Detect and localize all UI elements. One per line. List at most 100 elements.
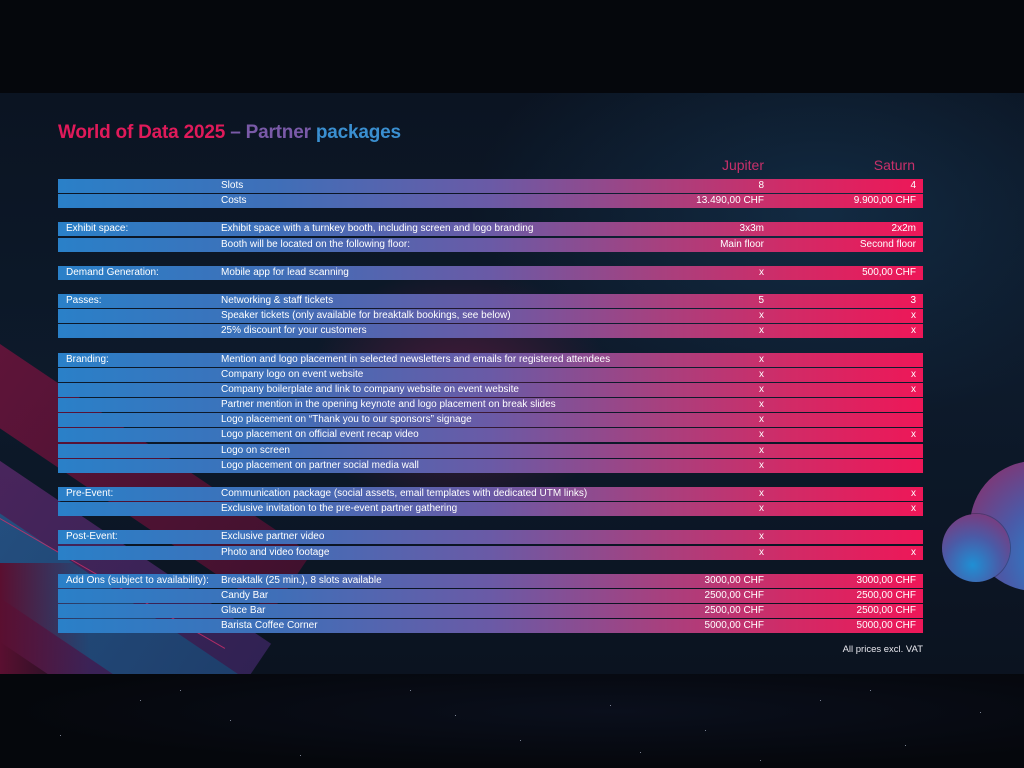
group-spacer [58,474,923,487]
description-cell: 25% discount for your customers [221,325,367,337]
description-cell: Photo and video footage [221,546,330,558]
table-row: 25% discount for your customers x x [58,324,923,339]
jupiter-value-cell: x [759,444,764,456]
description-cell: Exclusive invitation to the pre-event pa… [221,503,458,515]
table-row: Photo and video footage x x [58,545,923,560]
table-row: Logo placement on partner social media w… [58,458,923,473]
table-row: Costs 13.490,00 CHF 9.900,00 CHF [58,194,923,209]
star-decoration [455,715,456,716]
star-decoration [60,735,61,736]
table-row: Barista Coffee Corner 5000,00 CHF 5000,00 … [58,619,923,634]
saturn-value-cell: 9.900,00 CHF [853,195,916,207]
description-cell: Partner mention in the opening keynote a… [221,399,556,411]
star-decoration [140,700,141,701]
jupiter-value-cell: x [759,399,764,411]
table-row: Glace Bar 2500,00 CHF 2500,00 CHF [58,604,923,619]
saturn-value-cell: 3 [910,294,916,306]
star-decoration [870,690,871,691]
group-spacer [58,281,923,294]
jupiter-value-cell: x [759,531,764,543]
jupiter-value-cell: x [759,310,764,322]
jupiter-value-cell: x [759,383,764,395]
table-row: Slots 8 4 [58,179,923,193]
table-row: Candy Bar 2500,00 CHF 2500,00 CHF [58,588,923,603]
jupiter-value-cell: x [759,459,764,471]
saturn-value-cell: x [911,488,916,499]
category-cell: Demand Generation: [66,266,159,278]
star-decoration [300,755,301,756]
group-spacer [58,517,923,530]
saturn-value-cell: x [911,383,916,395]
description-cell: Mobile app for lead scanning [221,266,349,278]
jupiter-value-cell: 5000,00 CHF [704,620,764,632]
description-cell: Barista Coffee Corner [221,620,318,632]
star-decoration [820,700,821,701]
jupiter-value-cell: x [759,266,764,278]
jupiter-value-cell: 13.490,00 CHF [696,195,764,207]
table-row: Booth will be located on the following f… [58,237,923,252]
table-row: Exhibit space: Exhibit space with a turnk… [58,222,923,237]
jupiter-value-cell: Main floor [720,238,764,250]
description-cell: Exclusive partner video [221,531,325,543]
jupiter-value-cell: x [759,546,764,558]
saturn-value-cell: x [911,503,916,515]
table-row: Company boilerplate and link to company … [58,382,923,397]
description-cell: Costs [221,195,247,207]
group-spacer [58,561,923,574]
star-decoration [760,760,761,761]
saturn-value-cell: x [911,325,916,337]
title-packages: packages [310,122,401,143]
table-row: Branding: Mention and logo placement in s… [58,352,923,367]
description-cell: Mention and logo placement in selected n… [221,353,611,365]
category-cell: Branding: [66,353,109,365]
description-cell: Glace Bar [221,605,266,617]
saturn-value-cell: 2x2m [891,223,916,235]
description-cell: Company boilerplate and link to company … [221,383,519,395]
description-cell: Logo placement on official event recap v… [221,429,419,441]
jupiter-value-cell: x [759,429,764,441]
description-cell: Logo placement on “Thank you to our spon… [221,414,472,426]
jupiter-value-cell: x [759,353,764,365]
category-cell: Post-Event: [66,531,118,543]
description-cell: Networking & staff tickets [221,294,334,306]
category-cell: Pre-Event: [66,488,114,499]
title-event-name: World of Data 2025 [58,122,226,143]
star-decoration [180,690,181,691]
page-title: World of Data 2025 – Partner packages [58,122,401,144]
saturn-value-cell: 500,00 CHF [862,266,916,278]
planet-small-icon [942,514,1010,582]
description-cell: Communication package (social assets, em… [221,488,588,499]
saturn-value-cell: 3000,00 CHF [856,574,916,586]
saturn-value-cell: x [911,429,916,441]
table-row: Logo placement on official event recap v… [58,428,923,443]
table-row: Logo on screen x [58,443,923,458]
slide: World of Data 2025 – Partner packages Ju… [0,93,1024,674]
group-spacer [58,340,923,353]
table-row: Speaker tickets (only available for brea… [58,309,923,324]
star-decoration [610,705,611,706]
column-header-jupiter: Jupiter [721,157,764,173]
jupiter-value-cell: x [759,368,764,380]
saturn-value-cell: 5000,00 CHF [856,620,916,632]
jupiter-value-cell: x [759,414,764,426]
star-decoration [905,745,906,746]
table-row: Exclusive invitation to the pre-event pa… [58,502,923,517]
jupiter-value-cell: 2500,00 CHF [704,605,764,617]
saturn-value-cell: Second floor [859,238,916,250]
saturn-value-cell: x [911,546,916,558]
star-decoration [640,752,641,753]
letterbox-top [0,0,1024,93]
saturn-value-cell: x [911,368,916,380]
jupiter-value-cell: x [759,503,764,515]
table-row: Passes: Networking & staff tickets 5 3 [58,293,923,308]
saturn-value-cell: 2500,00 CHF [856,605,916,617]
jupiter-value-cell: 3x3m [739,223,764,235]
saturn-value-cell: x [911,310,916,322]
jupiter-value-cell: 2500,00 CHF [704,589,764,601]
description-cell: Booth will be located on the following f… [221,238,411,250]
category-cell: Exhibit space: [66,223,129,235]
description-cell: Logo placement on partner social media w… [221,459,419,471]
table-row: Company logo on event website x x [58,367,923,382]
saturn-value-cell: 2500,00 CHF [856,589,916,601]
description-cell: Slots [221,180,244,191]
